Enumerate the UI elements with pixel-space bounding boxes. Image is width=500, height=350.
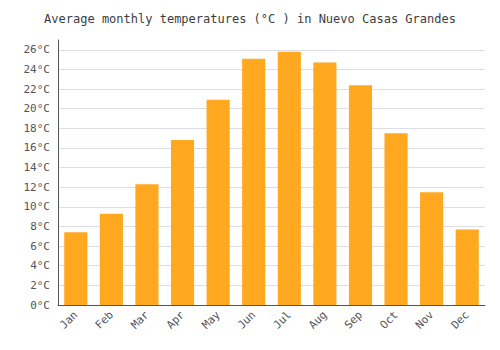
svg-text:Jul: Jul: [271, 308, 294, 331]
svg-text:12°C: 12°C: [24, 181, 51, 194]
svg-text:8°C: 8°C: [30, 220, 50, 233]
svg-text:26°C: 26°C: [24, 43, 51, 56]
svg-text:0°C: 0°C: [30, 299, 50, 312]
svg-text:14°C: 14°C: [24, 161, 51, 174]
svg-text:18°C: 18°C: [24, 122, 51, 135]
svg-text:6°C: 6°C: [30, 240, 50, 253]
svg-text:2°C: 2°C: [30, 279, 50, 292]
svg-text:Apr: Apr: [164, 308, 187, 331]
svg-text:24°C: 24°C: [24, 63, 51, 76]
svg-text:Oct: Oct: [377, 308, 400, 331]
svg-text:May: May: [199, 308, 222, 331]
svg-text:4°C: 4°C: [30, 259, 50, 272]
svg-text:20°C: 20°C: [24, 102, 51, 115]
svg-text:Dec: Dec: [449, 308, 472, 331]
svg-text:22°C: 22°C: [24, 83, 51, 96]
svg-text:16°C: 16°C: [24, 141, 51, 154]
svg-text:10°C: 10°C: [24, 200, 51, 213]
svg-text:Nov: Nov: [413, 308, 436, 331]
svg-text:Jan: Jan: [57, 308, 80, 331]
svg-text:Sep: Sep: [342, 308, 365, 331]
svg-text:Aug: Aug: [306, 308, 329, 331]
svg-text:Jun: Jun: [235, 308, 258, 331]
svg-text:Feb: Feb: [93, 308, 116, 331]
svg-text:Mar: Mar: [128, 308, 151, 331]
svg-text:Average monthly temperatures (: Average monthly temperatures (°C ) in Nu…: [44, 12, 456, 26]
